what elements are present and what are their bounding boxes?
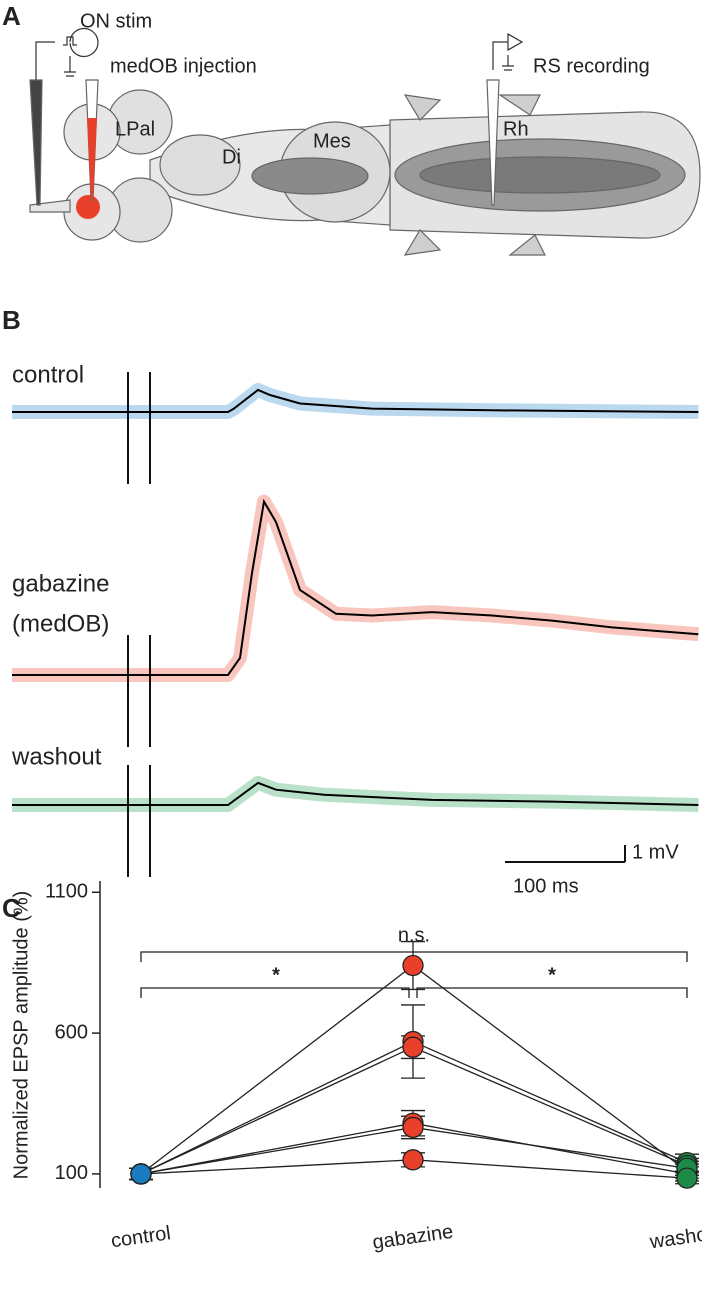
x-tick-label: control [110, 1222, 173, 1252]
stimulator-symbol [35, 27, 99, 80]
data-point [402, 1036, 424, 1058]
diagram-label: Di [222, 146, 241, 168]
diagram-label: Mes [313, 130, 351, 152]
tectum [251, 157, 369, 195]
panel-label: C [2, 893, 21, 923]
mean-trace [12, 498, 699, 676]
diagram-label: medOB injection [110, 55, 257, 77]
y-axis-title: Normalized EPSP amplitude (%) [10, 891, 32, 1180]
data-point [402, 1116, 424, 1139]
annotation: n.s. [398, 924, 430, 946]
mean-trace [12, 388, 699, 413]
data-point [402, 954, 424, 977]
diencephalon [159, 134, 241, 196]
x-tick-label: washout [647, 1221, 702, 1253]
brain-diagram [29, 27, 701, 256]
y-tick-label: 100 [55, 1162, 88, 1184]
data-point [676, 1167, 698, 1189]
nerve-stub [29, 199, 71, 213]
y-tick-label: 1100 [45, 881, 88, 903]
diagram-label: RS recording [533, 55, 650, 77]
annotation: * [272, 964, 280, 986]
rh-core [419, 156, 661, 194]
scale-label: 100 ms [513, 875, 579, 897]
diagram-label: Rh [503, 118, 529, 140]
nerve [403, 94, 546, 256]
annotation: * [548, 964, 556, 986]
y-tick-label: 600 [55, 1021, 88, 1043]
injection-site [76, 195, 100, 219]
data-point [130, 1163, 152, 1185]
condition-label: washout [11, 743, 102, 770]
condition-label: control [12, 361, 84, 388]
condition-label: (medOB) [12, 610, 109, 637]
stim-electrode [29, 79, 43, 206]
bracket [140, 951, 688, 962]
mean-trace [12, 781, 699, 806]
panel-label: A [2, 1, 21, 31]
diagram-label: ON stim [80, 10, 152, 32]
condition-label: gabazine [12, 570, 109, 597]
data-point [402, 1149, 424, 1171]
bracket [140, 987, 410, 998]
series-line [140, 964, 688, 1175]
amp-symbol [492, 32, 524, 70]
diagram-label: LPal [115, 118, 155, 140]
panel-label: B [2, 305, 21, 335]
bracket [416, 987, 688, 998]
significance [140, 951, 688, 998]
trace-band [12, 494, 699, 682]
rec-electrode [486, 79, 500, 206]
trace-band [12, 382, 699, 419]
x-tick-label: gabazine [371, 1221, 454, 1254]
pipette-fill [87, 118, 97, 200]
ground-symbol [502, 55, 514, 71]
scale-label: 1 mV [632, 841, 679, 863]
